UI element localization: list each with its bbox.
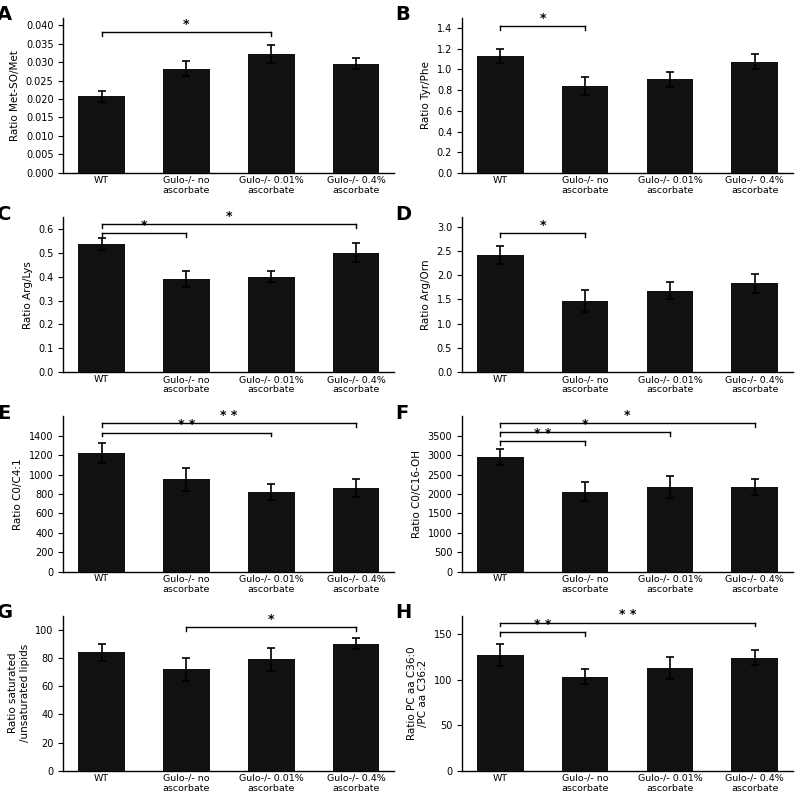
Bar [248,659,294,771]
Text: * *: * * [220,409,238,422]
Bar [562,491,609,571]
Y-axis label: Ratio Tyr/Phe: Ratio Tyr/Phe [422,62,431,130]
Text: *: * [141,219,147,232]
Text: F: F [396,404,409,423]
Bar [477,56,524,173]
Bar [163,479,210,571]
Text: *: * [226,210,232,222]
Bar [333,488,379,571]
Bar [248,277,294,372]
Y-axis label: Ratio Arg/Orn: Ratio Arg/Orn [421,259,431,330]
Bar [477,255,524,372]
Text: C: C [0,205,11,223]
Text: *: * [624,409,630,422]
Bar [731,658,778,771]
Y-axis label: Ratio PC aa C36:0
/PC aa C36:2: Ratio PC aa C36:0 /PC aa C36:2 [406,646,428,740]
Text: * *: * * [618,608,636,622]
Text: *: * [183,18,190,31]
Text: H: H [396,603,412,622]
Text: *: * [268,613,274,626]
Text: * *: * * [534,618,551,630]
Y-axis label: Ratio C0/C4:1: Ratio C0/C4:1 [14,458,23,530]
Bar [562,677,609,771]
Bar [646,487,694,571]
Y-axis label: Ratio Arg/Lys: Ratio Arg/Lys [22,261,33,329]
Bar [78,453,125,571]
Text: G: G [0,603,14,622]
Bar [163,69,210,173]
Text: * *: * * [178,418,195,431]
Text: A: A [0,6,12,24]
Bar [248,492,294,571]
Bar [163,670,210,771]
Text: B: B [396,6,410,24]
Text: * *: * * [534,427,551,440]
Bar [477,655,524,771]
Bar [477,457,524,571]
Bar [731,283,778,372]
Text: *: * [582,418,588,431]
Bar [731,62,778,173]
Bar [646,290,694,372]
Bar [163,279,210,372]
Text: *: * [539,12,546,25]
Bar [333,253,379,372]
Bar [248,54,294,173]
Text: *: * [539,219,546,232]
Bar [562,86,609,173]
Y-axis label: Ratio Met-SO/Met: Ratio Met-SO/Met [10,50,20,141]
Y-axis label: Ratio saturated
/unsaturated lipids: Ratio saturated /unsaturated lipids [8,644,30,742]
Y-axis label: Ratio C0/C16-OH: Ratio C0/C16-OH [412,450,422,538]
Bar [646,668,694,771]
Bar [333,644,379,771]
Bar [78,97,125,173]
Bar [646,79,694,173]
Text: D: D [396,205,412,223]
Bar [78,245,125,372]
Bar [731,487,778,571]
Text: E: E [0,404,10,423]
Bar [333,64,379,173]
Bar [562,301,609,372]
Bar [78,652,125,771]
